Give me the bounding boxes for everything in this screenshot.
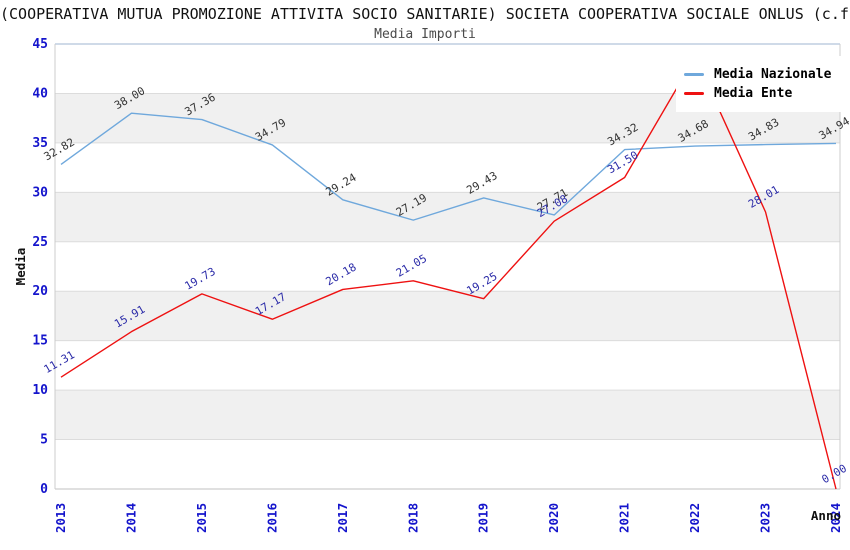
x-axis-title: Anno bbox=[811, 508, 841, 523]
chart-subtitle: Media Importi bbox=[374, 27, 476, 42]
legend-item-media-ente: Media Ente bbox=[684, 86, 831, 101]
legend-label: Media Ente bbox=[714, 86, 793, 101]
series-line-0 bbox=[60, 112, 837, 221]
y-tick-label: 40 bbox=[32, 86, 48, 101]
legend-swatch-blue bbox=[684, 73, 704, 76]
plot-band bbox=[55, 241, 840, 292]
plot-band bbox=[55, 439, 840, 489]
legend: Media Nazionale Media Ente bbox=[676, 56, 842, 112]
x-tick-label: 2017 bbox=[335, 503, 350, 533]
y-tick-label: 0 bbox=[40, 482, 48, 497]
y-tick-label: 45 bbox=[32, 37, 48, 52]
x-tick-label: 2015 bbox=[194, 503, 209, 533]
y-tick-label: 10 bbox=[32, 383, 48, 398]
chart-title: (COOPERATIVA MUTUA PROMOZIONE ATTIVITA S… bbox=[0, 5, 849, 23]
plot-band bbox=[55, 340, 840, 391]
x-tick-label: 2016 bbox=[264, 503, 279, 533]
y-tick-label: 15 bbox=[32, 334, 48, 349]
x-tick-label: 2020 bbox=[546, 503, 561, 533]
plot-band bbox=[55, 192, 840, 242]
legend-swatch-red bbox=[684, 92, 704, 95]
y-tick-label: 30 bbox=[32, 185, 48, 200]
plot-band bbox=[55, 291, 840, 341]
x-tick-label: 2022 bbox=[687, 503, 702, 533]
y-axis-title: Media bbox=[13, 248, 28, 286]
legend-label: Media Nazionale bbox=[714, 67, 832, 82]
y-tick-label: 20 bbox=[32, 284, 48, 299]
x-tick-label: 2013 bbox=[53, 503, 68, 533]
y-tick-label: 5 bbox=[40, 433, 48, 448]
x-tick-label: 2024 bbox=[828, 503, 843, 533]
y-tick-label: 25 bbox=[32, 235, 48, 250]
plot-band bbox=[55, 390, 840, 440]
x-tick-label: 2014 bbox=[123, 503, 138, 533]
x-tick-label: 2018 bbox=[405, 503, 420, 533]
x-tick-label: 2023 bbox=[758, 503, 773, 533]
legend-item-media-nazionale: Media Nazionale bbox=[684, 67, 831, 82]
plot-band bbox=[55, 142, 840, 193]
x-tick-label: 2021 bbox=[617, 503, 632, 533]
y-tick-label: 35 bbox=[32, 136, 48, 151]
x-tick-label: 2019 bbox=[476, 503, 491, 533]
